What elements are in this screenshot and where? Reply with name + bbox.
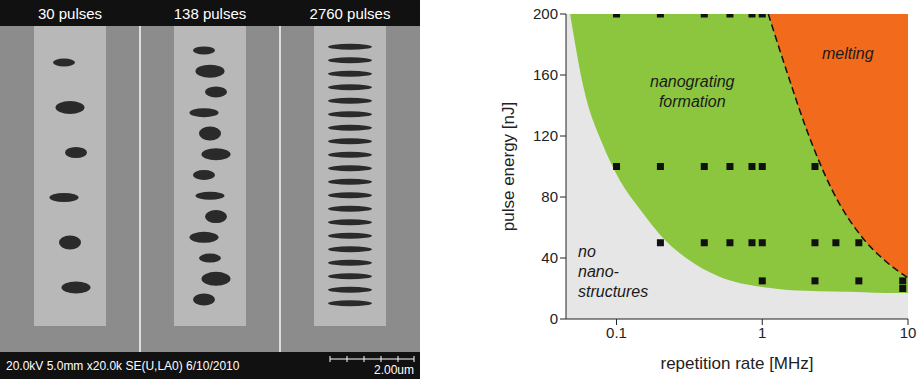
svg-text:20.0kV 5.0mm x20.0k SE(U,LA0): 20.0kV 5.0mm x20.0k SE(U,LA0) 6/10/2010 <box>6 359 240 373</box>
svg-text:200: 200 <box>533 5 558 22</box>
html-text:structures: structures <box>578 283 649 300</box>
svg-text:repetition rate [MHz]: repetition rate [MHz] <box>660 354 813 373</box>
html-text:nano-: nano- <box>578 263 619 280</box>
svg-text:10: 10 <box>900 324 917 341</box>
html-text:formation: formation <box>658 93 726 110</box>
svg-text:0: 0 <box>550 310 558 327</box>
html-text:no: no <box>578 243 596 260</box>
svg-text:2760 pulses: 2760 pulses <box>310 5 391 22</box>
svg-text:80: 80 <box>541 188 558 205</box>
svg-text:pulse energy [nJ]: pulse energy [nJ] <box>500 102 518 231</box>
svg-text:2.00um: 2.00um <box>374 363 414 377</box>
svg-text:40: 40 <box>541 249 558 266</box>
html-text:nanograting: nanograting <box>650 73 735 90</box>
html-text:melting: melting <box>822 45 874 62</box>
svg-text:0.1: 0.1 <box>606 324 627 341</box>
svg-text:138 pulses: 138 pulses <box>174 5 247 22</box>
svg-text:120: 120 <box>533 127 558 144</box>
svg-text:30 pulses: 30 pulses <box>38 5 102 22</box>
svg-text:160: 160 <box>533 66 558 83</box>
svg-text:1: 1 <box>758 324 766 341</box>
